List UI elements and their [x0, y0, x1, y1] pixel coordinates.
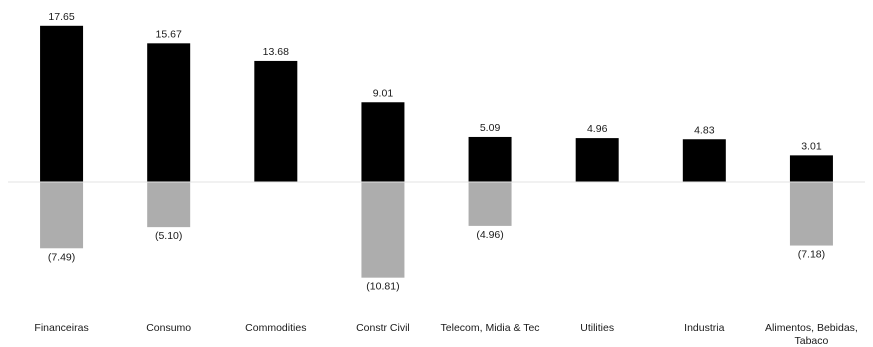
category-label-1: Consumo	[146, 322, 191, 334]
negative-value-label-0: (7.49)	[48, 251, 75, 263]
negative-bar-1	[147, 182, 191, 228]
positive-value-label-6: 4.83	[694, 124, 715, 136]
positive-value-label-0: 17.65	[48, 11, 74, 23]
positive-bar-7	[789, 155, 833, 182]
negative-value-label-1: (5.10)	[155, 230, 182, 242]
positive-bar-3	[361, 102, 405, 182]
negative-bar-3	[361, 182, 405, 278]
category-label-2: Commodities	[245, 322, 306, 334]
positive-value-label-4: 5.09	[480, 122, 501, 134]
positive-value-label-5: 4.96	[587, 123, 608, 135]
category-label-4: Telecom, Midia & Tec	[441, 322, 540, 334]
value-labels: 17.65 (7.49) 15.67 (5.10) 13.68 9.01 (10.81) 5.…	[48, 11, 825, 293]
positive-bar-6	[682, 139, 726, 182]
category-labels: Financeiras Consumo Commodities Constr Civi…	[34, 322, 857, 347]
positive-value-label-3: 9.01	[373, 87, 394, 99]
positive-value-label-7: 3.01	[801, 140, 822, 152]
negative-bars	[40, 182, 833, 278]
category-label-7: Alimentos, Bebidas, Tabaco	[765, 322, 858, 347]
positive-value-label-2: 13.68	[263, 46, 289, 58]
positive-bar-5	[575, 138, 619, 182]
category-label-5: Utilities	[580, 322, 614, 334]
category-label-6: Industria	[684, 322, 724, 334]
positive-bar-1	[147, 43, 191, 183]
positive-value-label-1: 15.67	[156, 28, 182, 40]
negative-bar-4	[468, 182, 512, 226]
positive-bars	[40, 25, 833, 183]
negative-value-label-4: (4.96)	[476, 229, 503, 241]
category-label-0: Financeiras	[34, 322, 88, 334]
negative-bar-0	[40, 182, 84, 249]
positive-bar-2	[254, 60, 298, 182]
negative-value-label-7: (7.18)	[798, 249, 825, 261]
negative-bar-7	[789, 182, 833, 246]
negative-value-label-3: (10.81)	[366, 281, 399, 293]
category-label-3: Constr Civil	[356, 322, 410, 334]
positive-bar-0	[40, 25, 84, 182]
positive-bar-4	[468, 136, 512, 182]
